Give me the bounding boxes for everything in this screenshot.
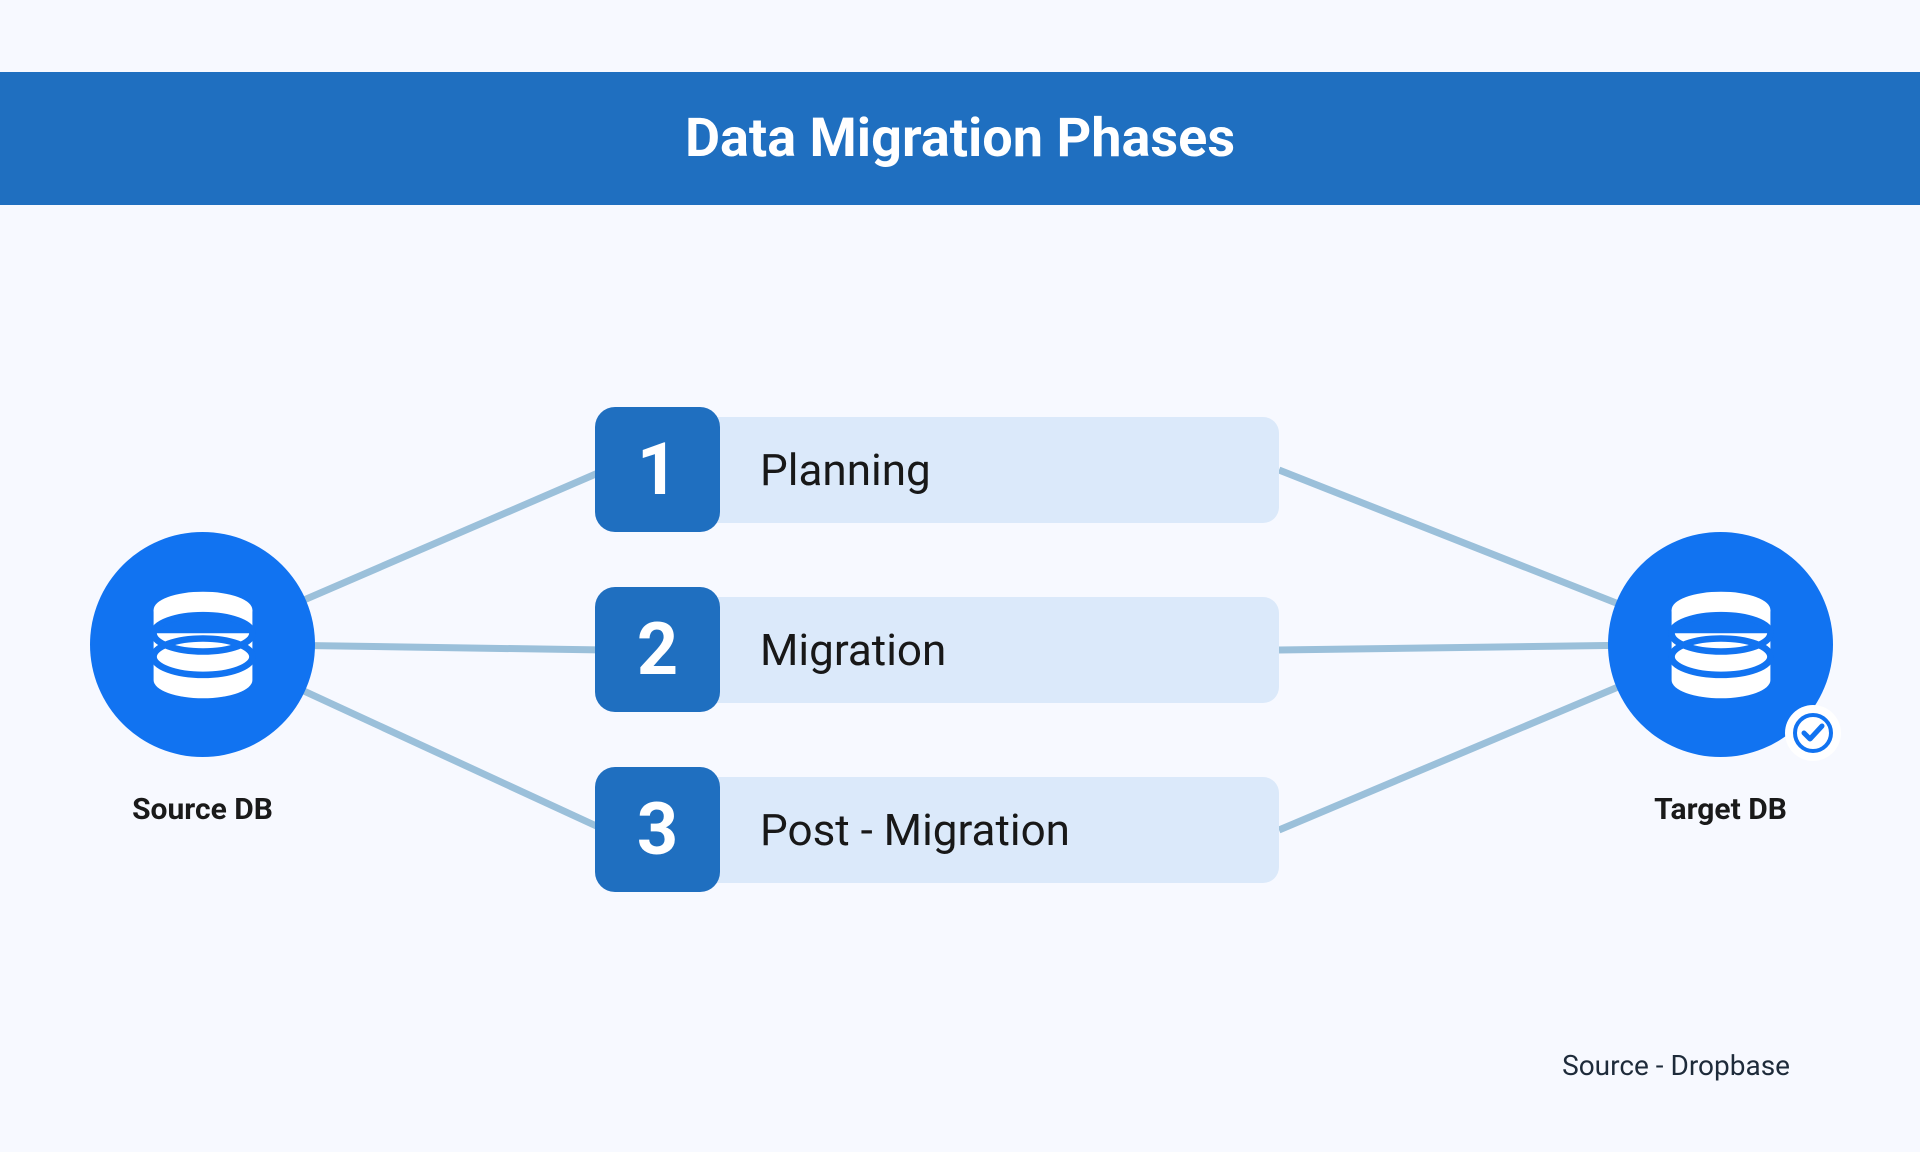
attribution-text: Source - Dropbase — [1562, 1049, 1790, 1082]
source-db-label: Source DB — [90, 792, 315, 827]
target-db-icon — [1608, 532, 1833, 757]
checkmark-icon — [1785, 705, 1841, 761]
source-db-icon — [90, 532, 315, 757]
page-title: Data Migration Phases — [685, 107, 1235, 170]
title-banner: Data Migration Phases — [0, 72, 1920, 205]
phase-row: 3 Post - Migration — [595, 767, 1279, 892]
phase-row: 1 Planning — [595, 407, 1279, 532]
phase-number-badge: 3 — [595, 767, 720, 892]
phase-row: 2 Migration — [595, 587, 1279, 712]
target-db-label: Target DB — [1608, 792, 1833, 827]
phase-label: Migration — [700, 597, 1279, 703]
phase-number-badge: 1 — [595, 407, 720, 532]
phase-number-badge: 2 — [595, 587, 720, 712]
phase-label: Planning — [700, 417, 1279, 523]
phase-label: Post - Migration — [700, 777, 1279, 883]
phases-list: 1 Planning 2 Migration 3 Post - Migratio… — [595, 407, 1279, 947]
